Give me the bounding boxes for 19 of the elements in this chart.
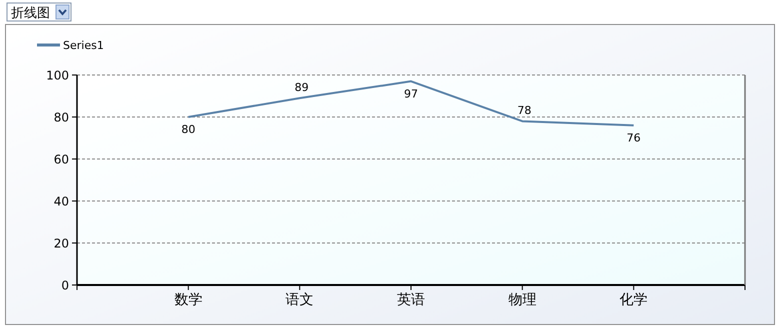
text: 折线图 [11,6,50,21]
y-tick-label: 60 [54,152,69,166]
x-tick-label: 语文 [286,292,314,308]
x-tick-label: 物理 [508,292,536,308]
y-tick-label: 20 [54,236,69,250]
data-label: 76 [626,131,641,144]
y-tick-label: 40 [54,194,69,208]
y-tick-label: 0 [61,278,69,292]
data-label: 78 [517,104,532,118]
data-label: 80 [181,123,196,136]
x-tick-label: 英语 [397,292,425,308]
x-tick-label: 数学 [174,292,202,308]
data-label: 97 [404,87,418,100]
y-tick-label: 80 [54,110,69,124]
x-tick-label: 化学 [620,292,648,308]
data-label: 89 [294,81,309,94]
line-series [187,80,635,126]
y-tick-label: 100 [46,68,69,82]
legend-label: Series1 [63,39,104,52]
